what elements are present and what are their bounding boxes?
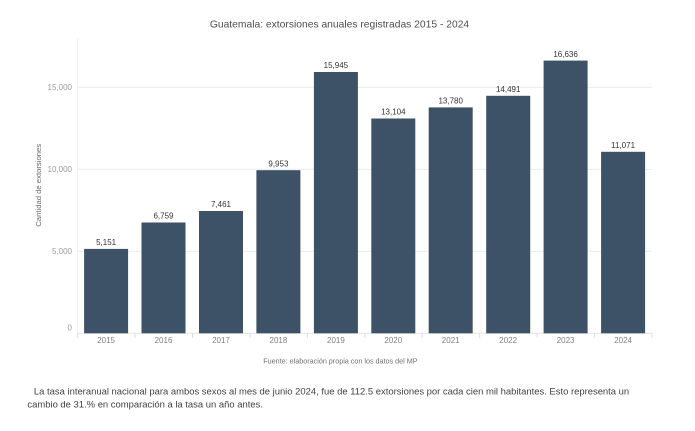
svg-text:2019: 2019 <box>327 336 345 345</box>
svg-text:Guatemala: extorsiones anuales: Guatemala: extorsiones anuales registrad… <box>210 20 470 31</box>
svg-text:5,000: 5,000 <box>52 247 73 256</box>
svg-text:2020: 2020 <box>384 336 402 345</box>
svg-text:2023: 2023 <box>557 336 575 345</box>
svg-text:15,000: 15,000 <box>48 83 73 92</box>
svg-text:La tasa interanual nacional pa: La tasa interanual nacional para ambos s… <box>34 386 629 397</box>
svg-text:0: 0 <box>68 324 73 333</box>
svg-text:14,491: 14,491 <box>496 85 521 94</box>
svg-text:2016: 2016 <box>155 336 173 345</box>
svg-text:2022: 2022 <box>499 336 517 345</box>
svg-text:2015: 2015 <box>97 336 115 345</box>
svg-text:5,151: 5,151 <box>96 238 117 247</box>
svg-text:2017: 2017 <box>212 336 230 345</box>
svg-text:6,759: 6,759 <box>153 212 174 221</box>
svg-text:2024: 2024 <box>614 336 632 345</box>
svg-text:7,461: 7,461 <box>211 200 232 209</box>
svg-text:13,780: 13,780 <box>438 97 463 106</box>
svg-text:2018: 2018 <box>270 336 288 345</box>
svg-text:Fuente: elaboración propia con: Fuente: elaboración propia con los datos… <box>263 356 417 365</box>
svg-text:13,104: 13,104 <box>381 108 406 117</box>
svg-text:11,071: 11,071 <box>611 141 635 150</box>
svg-text:cambio de 31.% en comparación: cambio de 31.% en comparación a la tasa … <box>27 400 263 411</box>
svg-text:9,953: 9,953 <box>268 159 289 168</box>
svg-text:16,636: 16,636 <box>553 50 578 59</box>
svg-text:Cantidad de extorsiones: Cantidad de extorsiones <box>34 144 43 227</box>
svg-text:2021: 2021 <box>442 336 460 345</box>
svg-text:15,945: 15,945 <box>324 61 349 70</box>
svg-text:10,000: 10,000 <box>48 165 73 174</box>
